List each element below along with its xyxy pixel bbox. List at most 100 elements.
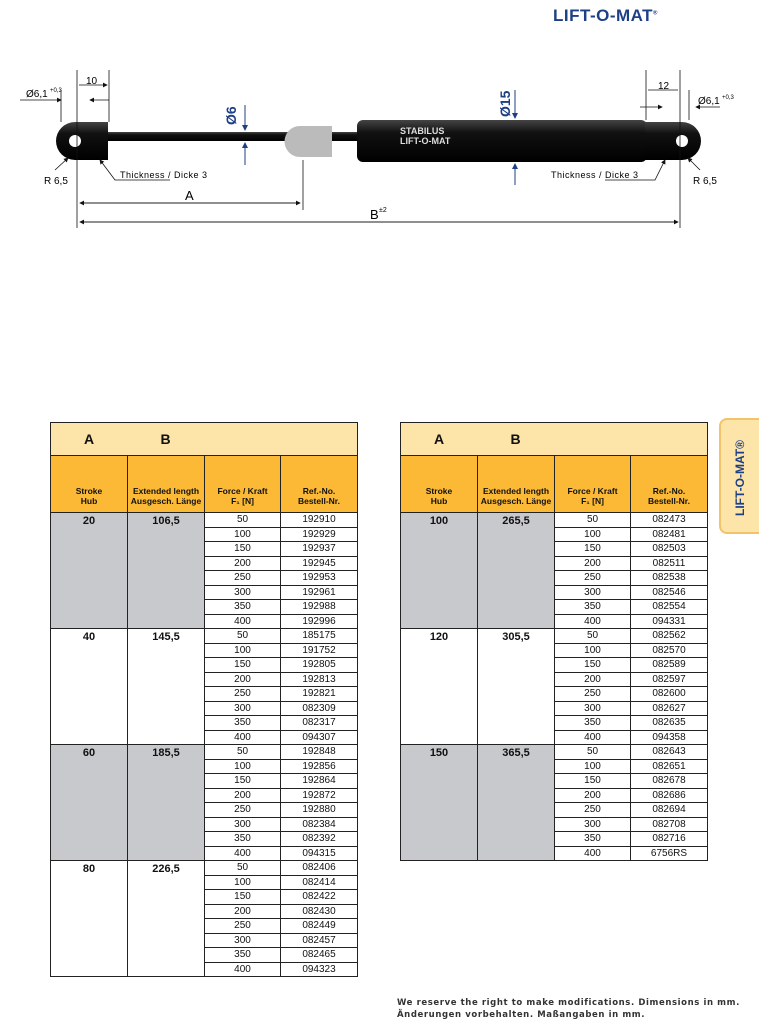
ref-no-cell: 094358 [630,729,708,745]
column-header: Stroke Hub [50,455,128,513]
force-cell: 50 [204,860,281,876]
table-row: 150 192805 [51,657,358,673]
ref-no-cell: 191752 [280,642,358,658]
table-row: 100 082414 [51,874,358,890]
force-cell: 50 [204,744,281,760]
table-row: 350 082635 [401,715,708,731]
footer-note: We reserve the right to make modificatio… [397,997,740,1021]
stroke-cell: 100 [400,512,478,629]
ref-no-cell: 094323 [280,961,358,977]
force-cell: 350 [204,831,281,847]
ref-no-cell: 082465 [280,947,358,963]
length-cell: 145,5 [127,628,205,745]
column-header: Ref.-No. Bestell-Nr. [630,455,708,513]
table-row: 200 082597 [401,671,708,687]
ref-no-cell: 082414 [280,874,358,890]
svg-text:STABILUS: STABILUS [400,126,444,136]
ref-no-cell: 192821 [280,686,358,702]
stroke-cell: 60 [50,744,128,861]
ref-no-cell: 082716 [630,831,708,847]
table-row: 350 082317 [51,715,358,731]
ref-no-cell: 082635 [630,715,708,731]
column-header: Force / Kraft F₁ [N] [204,455,281,513]
force-cell: 150 [204,541,281,557]
force-cell: 350 [554,831,631,847]
force-cell: 150 [204,773,281,789]
ref-no-cell: 082678 [630,773,708,789]
ref-no-cell: 192910 [280,512,358,528]
table-row: 400 094358 [401,729,708,745]
ref-no-cell: 192988 [280,599,358,615]
force-cell: 50 [554,512,631,528]
length-cell: 106,5 [127,512,205,629]
svg-text:R 6,5: R 6,5 [693,176,717,187]
ref-no-cell: 082546 [630,584,708,600]
brand-logo: LIFT-O-MAT® [553,6,658,25]
ref-no-cell: 082651 [630,758,708,774]
force-cell: 300 [554,700,631,716]
column-header: Ref.-No. Bestell-Nr. [280,455,358,513]
table-row: 100 191752 [51,642,358,658]
column-header: Extended length Ausgesch. Länge [127,455,205,513]
force-cell: 200 [204,903,281,919]
ref-no-cell: 082511 [630,555,708,571]
svg-text:+0,3: +0,3 [50,88,63,94]
force-cell: 50 [554,744,631,760]
svg-text:Ø6,1: Ø6,1 [698,96,720,107]
table-row: 350 082554 [401,599,708,615]
force-cell: 200 [204,555,281,571]
length-cell: 226,5 [127,860,205,977]
force-cell: 250 [554,802,631,818]
table-row: 200 082430 [51,903,358,919]
left-eye-fitting [56,122,108,160]
ref-no-cell: 082309 [280,700,358,716]
stroke-cell: 150 [400,744,478,861]
ref-no-cell: 082600 [630,686,708,702]
side-tab-lift-o-mat[interactable]: LIFT-O-MAT® [719,418,759,534]
force-cell: 50 [554,628,631,644]
ref-no-cell: 082554 [630,599,708,615]
ref-no-cell: 192929 [280,526,358,542]
length-cell: 305,5 [477,628,555,745]
force-cell: 150 [554,773,631,789]
ref-no-cell: 192848 [280,744,358,760]
ref-no-cell: 082694 [630,802,708,818]
table-row: 200 192945 [51,555,358,571]
force-cell: 400 [554,845,631,861]
stroke-cell: 120 [400,628,478,745]
ref-no-cell: 192805 [280,657,358,673]
svg-text:+0,3: +0,3 [722,95,735,101]
ref-no-cell: 082317 [280,715,358,731]
ref-no-cell: 082562 [630,628,708,644]
gas-spring-diagram: STABILUS LIFT-O-MAT 10 12 Ø6,1 +0,3 Ø6,1 +… [20,70,735,228]
table-row: 40 145,5 50 185175 [50,628,358,745]
table-row: 100 192856 [51,758,358,774]
force-cell: 150 [204,657,281,673]
svg-text:Ø6,1: Ø6,1 [26,89,48,100]
force-cell: 400 [204,613,281,629]
ref-no-cell: 082430 [280,903,358,919]
column-header: Force / Kraft F₁ [N] [554,455,631,513]
force-cell: 250 [204,918,281,934]
force-cell: 400 [204,729,281,745]
table-row: 250 082449 [51,918,358,934]
table-row: 250 192953 [51,570,358,586]
table-row: 400 6756RS [401,845,708,861]
svg-text:10: 10 [86,76,98,87]
ref-no-cell: 192856 [280,758,358,774]
footer-line-de: Änderungen vorbehalten. Maßangaben in mm… [397,1010,646,1020]
svg-text:R 6,5: R 6,5 [44,176,68,187]
force-cell: 300 [554,584,631,600]
table-row: 200 082686 [401,787,708,803]
table-row: 400 192996 [51,613,358,629]
length-cell: 185,5 [127,744,205,861]
force-cell: 300 [204,932,281,948]
force-cell: 350 [204,599,281,615]
product-table-left: A B Stroke Hub Extended length Ausgesch. Läng… [50,422,358,977]
ref-no-cell: 082627 [630,700,708,716]
ref-no-cell: 192880 [280,802,358,818]
table-row: 150 365,5 50 082643 [400,744,708,861]
ref-no-cell: 192953 [280,570,358,586]
